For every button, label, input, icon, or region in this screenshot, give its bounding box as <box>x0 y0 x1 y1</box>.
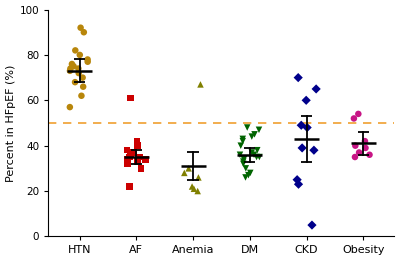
Point <box>366 153 373 157</box>
Point <box>67 69 73 73</box>
Point <box>124 148 130 152</box>
Point <box>352 155 358 159</box>
Point <box>352 144 358 148</box>
Point <box>126 185 132 189</box>
Point <box>142 157 148 161</box>
Point <box>194 189 201 193</box>
Point <box>295 182 302 186</box>
Point <box>238 144 244 148</box>
Point <box>251 153 257 157</box>
Point <box>134 144 140 148</box>
Point <box>299 146 305 150</box>
Point <box>78 26 84 30</box>
Point <box>309 223 315 227</box>
Point <box>242 166 249 170</box>
Point <box>134 139 140 143</box>
Point <box>195 175 202 180</box>
Point <box>240 159 246 164</box>
Point <box>78 94 85 98</box>
Point <box>191 187 197 191</box>
Point <box>80 75 86 80</box>
Point <box>189 185 195 189</box>
Point <box>247 171 254 175</box>
Point <box>124 157 131 161</box>
Point <box>134 159 141 164</box>
Point <box>84 57 91 62</box>
Point <box>69 62 75 66</box>
Point <box>138 166 144 170</box>
Point <box>356 150 362 155</box>
Point <box>355 112 362 116</box>
Point <box>304 126 310 130</box>
Point <box>72 48 78 52</box>
Point <box>244 126 250 130</box>
Point <box>362 146 369 150</box>
Point <box>240 162 246 166</box>
Point <box>75 67 82 71</box>
Point <box>253 155 260 159</box>
Point <box>311 148 317 152</box>
Point <box>186 166 192 170</box>
Point <box>295 75 301 80</box>
Point <box>76 53 83 57</box>
Point <box>248 134 255 139</box>
Point <box>298 123 304 127</box>
Point <box>351 116 357 121</box>
Point <box>240 139 246 143</box>
Point <box>126 155 133 159</box>
Point <box>70 64 77 68</box>
Point <box>242 175 249 180</box>
Point <box>80 85 86 89</box>
Point <box>67 67 74 71</box>
Point <box>249 150 255 155</box>
Y-axis label: Percent in HFpEF (%): Percent in HFpEF (%) <box>6 64 16 182</box>
Point <box>67 105 73 109</box>
Point <box>245 173 252 177</box>
Point <box>197 82 204 86</box>
Point <box>130 150 137 155</box>
Point <box>241 157 247 161</box>
Point <box>256 128 262 132</box>
Point <box>84 60 91 64</box>
Point <box>76 71 82 75</box>
Point <box>294 178 300 182</box>
Point <box>72 80 78 84</box>
Point <box>240 137 246 141</box>
Point <box>256 155 262 159</box>
Point <box>237 153 243 157</box>
Point <box>303 98 309 102</box>
Point <box>128 153 134 157</box>
Point <box>181 171 188 175</box>
Point <box>81 30 87 34</box>
Point <box>313 87 319 91</box>
Point <box>128 96 134 100</box>
Point <box>362 139 368 143</box>
Point <box>124 162 131 166</box>
Point <box>251 132 258 137</box>
Point <box>137 155 143 159</box>
Point <box>254 148 260 152</box>
